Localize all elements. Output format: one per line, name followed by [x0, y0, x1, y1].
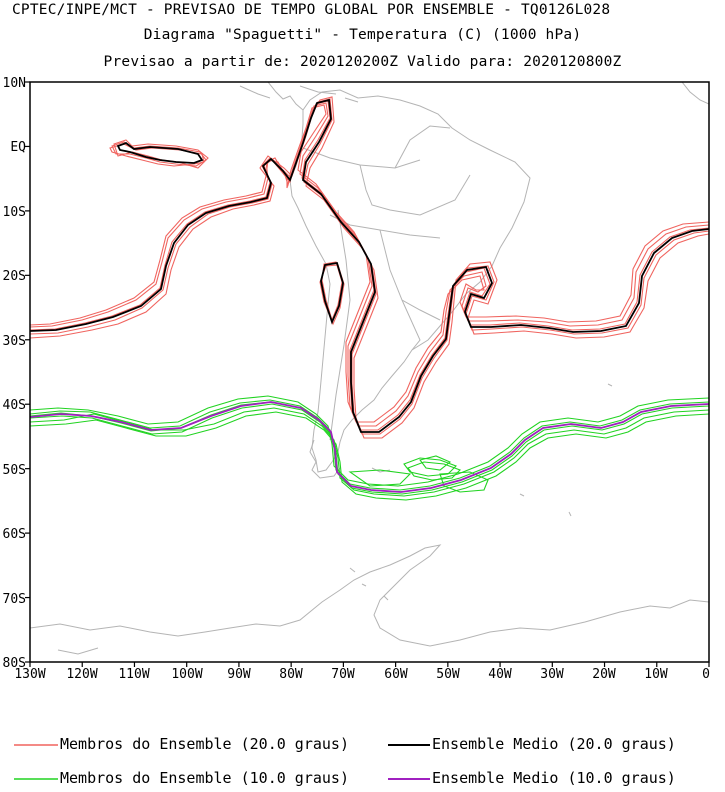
member20-contour-main: [30, 102, 709, 427]
island-dot: [349, 567, 389, 601]
member20-contour-main: [30, 100, 709, 431]
lat-label: 50S: [3, 463, 26, 478]
lon-label: 40W: [488, 667, 512, 682]
member10-contour-loop: [439, 471, 489, 493]
coastline-antarctica-shelf: [57, 647, 99, 655]
lon-label: 70W: [331, 667, 355, 682]
island-dot: [519, 493, 525, 497]
tick-marks: [25, 81, 710, 667]
lon-label: 90W: [227, 667, 251, 682]
title-line-2: Diagrama "Spaguetti" - Temperatura (C) (…: [143, 27, 582, 43]
legend-label-mean20: Ensemble Medio (20.0 graus): [432, 735, 676, 753]
coastline-south-america: [289, 89, 531, 473]
members-10-layer: [30, 395, 709, 501]
border-uruguay: [401, 299, 421, 351]
member10-contour-loop: [403, 457, 457, 477]
island-dot: [607, 383, 613, 387]
title-line-1: CPTEC/INPE/MCT - PREVISAO DE TEMPO GLOBA…: [12, 2, 611, 18]
lon-label: 100W: [171, 667, 202, 682]
legend-label-mean10: Ensemble Medio (10.0 graus): [432, 769, 676, 787]
member10-contour-main: [30, 399, 709, 491]
lat-label: 70S: [3, 592, 26, 607]
member20-contour-main: [30, 98, 709, 435]
mean20-contour-main: [30, 98, 709, 433]
coastline-hispaniola: [344, 97, 359, 103]
border-andes: [329, 209, 351, 441]
lon-label: 80W: [279, 667, 303, 682]
lon-label: 130W: [14, 667, 45, 682]
map-frame: [29, 81, 710, 663]
coastline-tierra-del-fuego: [309, 439, 341, 479]
member10-contour-main: [30, 403, 709, 495]
legend-label-members20: Membros do Ensemble (20.0 graus): [60, 735, 349, 753]
coastline-antarctica: [30, 544, 709, 647]
lon-label: 50W: [436, 667, 460, 682]
coastline-cuba: [299, 85, 337, 95]
lon-label: 60W: [384, 667, 408, 682]
lon-axis-labels: 130W 120W 110W 100W 90W 80W 70W 60W 50W …: [14, 667, 710, 682]
lat-label: 10N: [3, 76, 26, 91]
coastline-africa: [681, 82, 709, 105]
lat-label: 60S: [3, 527, 26, 542]
member20-contour-main: [30, 104, 709, 423]
mean-10-layer: [30, 401, 709, 493]
member10-contour-main: [30, 411, 709, 501]
lon-label: 30W: [540, 667, 564, 682]
border-brazil-north: [359, 164, 471, 216]
lat-label: 10S: [3, 205, 26, 220]
member10-contour-loop: [419, 455, 452, 471]
mean20-contour-island: [116, 141, 204, 164]
member10-contour-main: [30, 395, 709, 487]
lat-label: EQ: [10, 140, 26, 155]
island-dot: [568, 511, 572, 517]
member20-contour-main: [30, 96, 709, 439]
lat-axis-labels: 10N EQ 10S 20S 30S 40S 50S 60S 70S 80S: [3, 76, 27, 671]
lon-label: 20W: [592, 667, 616, 682]
coastline-mexico-south: [239, 85, 271, 99]
legend-label-members10: Membros do Ensemble (10.0 graus): [60, 769, 349, 787]
lon-label: 0: [702, 667, 710, 682]
lon-label: 10W: [644, 667, 668, 682]
coastline-layer: [30, 82, 709, 655]
coastline-central-america: [267, 82, 304, 111]
title-line-3: Previsao a partir de: 2020120200Z Valido…: [103, 54, 622, 70]
mean10-contour-main: [30, 401, 709, 493]
lon-label: 120W: [66, 667, 97, 682]
lat-label: 30S: [3, 334, 26, 349]
member20-contour-island: [109, 143, 205, 167]
member10-contour-loop: [348, 469, 412, 487]
lat-label: 20S: [3, 269, 26, 284]
member10-contour-main: [30, 407, 709, 497]
lat-label: 40S: [3, 398, 26, 413]
lat-label: 80S: [3, 656, 26, 671]
border-paraguay: [379, 229, 441, 321]
mean20-contour-andes: [320, 261, 344, 325]
lon-label: 110W: [118, 667, 149, 682]
member10-contour-main: [30, 401, 709, 493]
mean-20-layer: [30, 98, 709, 433]
border-guianas: [394, 125, 451, 169]
members-20-layer: [30, 96, 709, 439]
member10-contour-loop: [407, 461, 461, 481]
